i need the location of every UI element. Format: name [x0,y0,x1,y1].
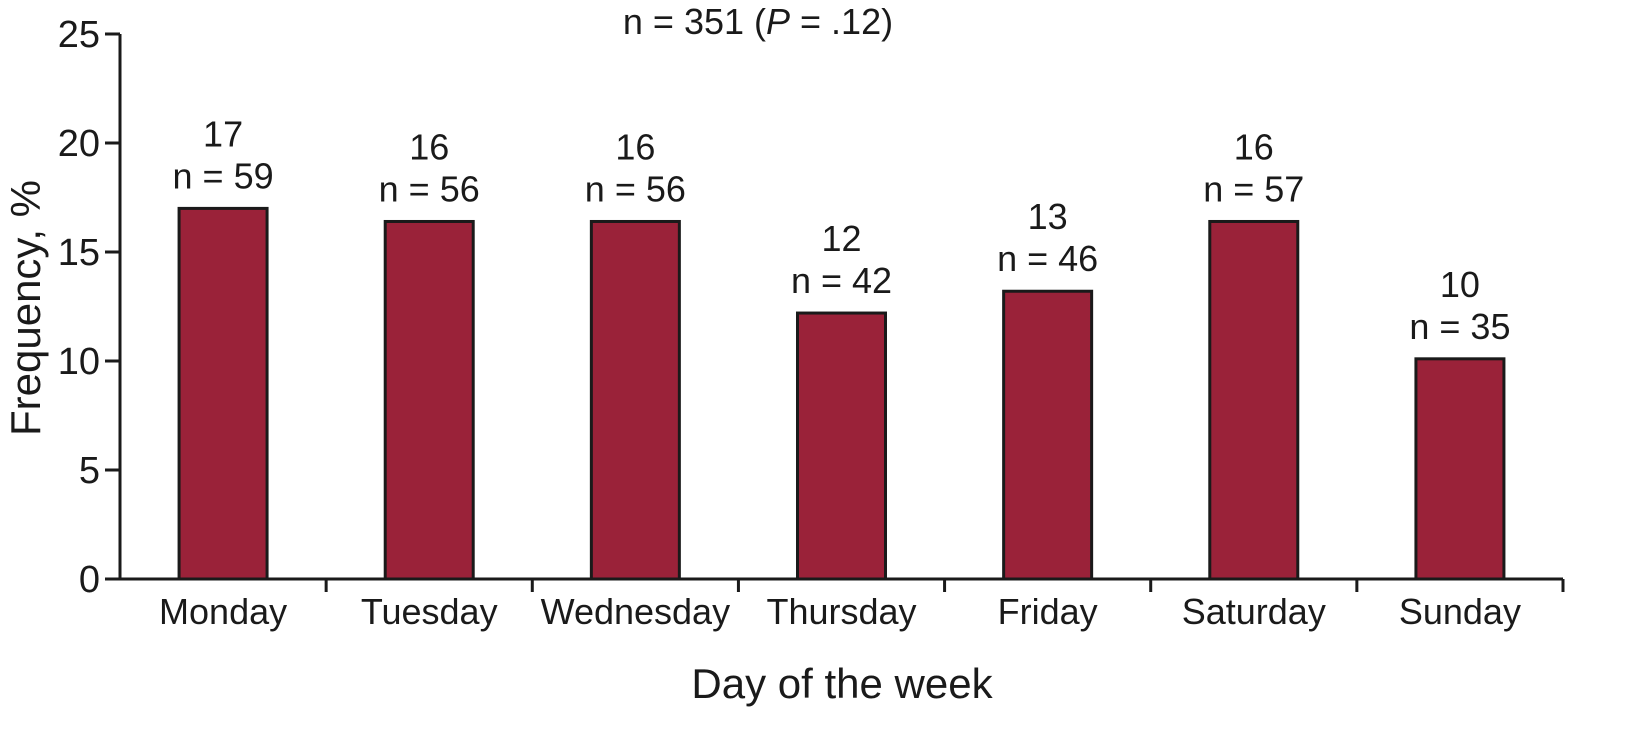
y-tick-label: 15 [58,232,100,274]
bar [589,219,681,581]
chart-title: n = 351 (P = .12) [623,1,893,42]
y-axis-label: Frequency, % [2,180,49,436]
bar-value-label: 17 [203,113,243,154]
bar-n-label: n = 35 [1409,306,1510,347]
chart-title-suffix: = .12) [790,1,893,42]
bar-value-label: 12 [821,218,861,259]
x-tick-label: Monday [159,591,287,632]
bar [1002,289,1094,581]
x-tick-label: Saturday [1182,591,1326,632]
bar [1414,357,1506,581]
bar-n-label: n = 56 [585,168,686,209]
bar [796,311,887,581]
bar [1208,219,1300,581]
bar-n-label: n = 59 [173,155,274,196]
x-tick-label: Sunday [1399,591,1521,632]
x-tick-label: Friday [998,591,1098,632]
bar-value-label: 16 [615,126,655,167]
bar-value-label: 13 [1028,196,1068,237]
y-tick-label: 20 [58,123,100,165]
bar-n-label: n = 42 [791,260,892,301]
chart-title-prefix: n = 351 ( [623,1,766,42]
x-tick-label: Wednesday [541,591,730,632]
x-tick-label: Tuesday [361,591,498,632]
y-tick-label: 5 [79,450,100,492]
bar [177,206,269,581]
y-tick-label: 25 [58,14,100,56]
bar-value-label: 16 [409,126,449,167]
chart-title-p: P [766,1,790,42]
bar [383,219,475,581]
y-tick-label: 0 [79,559,100,601]
x-tick-label: Thursday [766,591,916,632]
x-axis-label: Day of the week [691,660,993,707]
bar-n-label: n = 56 [379,168,480,209]
bar-value-label: 10 [1440,264,1480,305]
bar-value-label: 16 [1234,126,1274,167]
bar-n-label: n = 57 [1203,168,1304,209]
y-tick-label: 10 [58,341,100,383]
bar-n-label: n = 46 [997,238,1098,279]
